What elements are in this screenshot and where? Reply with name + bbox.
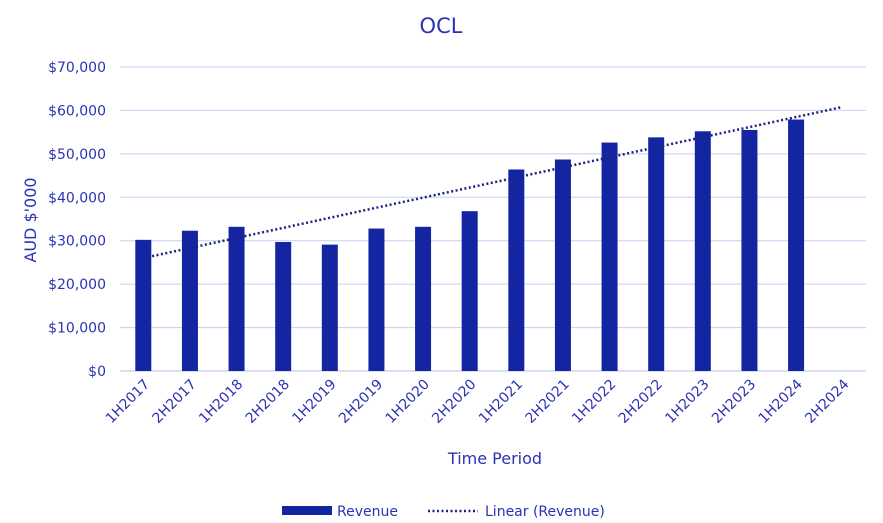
bar-revenue [788,119,805,371]
bars [135,119,805,371]
bar-revenue [321,244,338,371]
bar-revenue [648,137,665,371]
bar-revenue [181,230,198,371]
legend: Revenue Linear (Revenue) [282,504,605,520]
bar-revenue [508,169,525,371]
y-axis-ticks: $0 $10,000 $20,000 $30,000 $40,000 $50,000 $60… [48,60,106,380]
chart-title: OCL [420,14,463,38]
y-tick-label: $70,000 [48,60,106,76]
x-tick-label: 1H2017 [103,377,153,427]
y-axis-label: AUD $'000 [21,177,40,262]
y-tick-label: $30,000 [48,234,106,250]
x-tick-label: 2H2020 [429,377,479,427]
bar-revenue [275,242,292,371]
x-tick-label: 2H2021 [523,377,573,427]
x-tick-label: 1H2023 [662,377,712,427]
x-tick-label: 1H2021 [476,377,526,427]
bar-revenue [694,131,711,371]
x-tick-label: 2H2024 [802,376,852,426]
trendline-linear-revenue [143,105,843,260]
bar-revenue [554,159,571,371]
x-tick-label: 1H2024 [756,376,806,426]
x-axis-ticks: 1H20172H20171H20182H20181H20192H20191H20… [103,376,853,426]
y-tick-label: $40,000 [48,190,106,206]
y-tick-label: $10,000 [48,321,106,337]
x-tick-label: 1H2018 [196,377,246,427]
bar-revenue [741,129,758,371]
y-tick-label: $20,000 [48,277,106,293]
x-axis-label: Time Period [447,449,542,468]
x-tick-label: 2H2023 [709,377,759,427]
bar-revenue [368,228,385,371]
y-tick-label: $0 [88,364,106,380]
bar-revenue [461,211,478,371]
bar-revenue [601,142,618,371]
bar-revenue [228,226,245,371]
legend-swatch-revenue [282,506,332,515]
bar-revenue [415,226,432,371]
x-tick-label: 2H2018 [243,377,293,427]
bar-revenue [135,239,152,371]
x-tick-label: 2H2019 [336,377,386,427]
y-tick-label: $60,000 [48,103,106,119]
x-tick-label: 1H2019 [289,377,339,427]
x-tick-label: 2H2017 [150,377,200,427]
x-tick-label: 2H2022 [616,377,666,427]
legend-label-trend: Linear (Revenue) [485,504,605,520]
trendline [143,105,843,260]
x-tick-label: 1H2020 [383,377,433,427]
legend-label-revenue: Revenue [337,504,398,520]
x-tick-label: 1H2022 [569,377,619,427]
y-tick-label: $50,000 [48,147,106,163]
